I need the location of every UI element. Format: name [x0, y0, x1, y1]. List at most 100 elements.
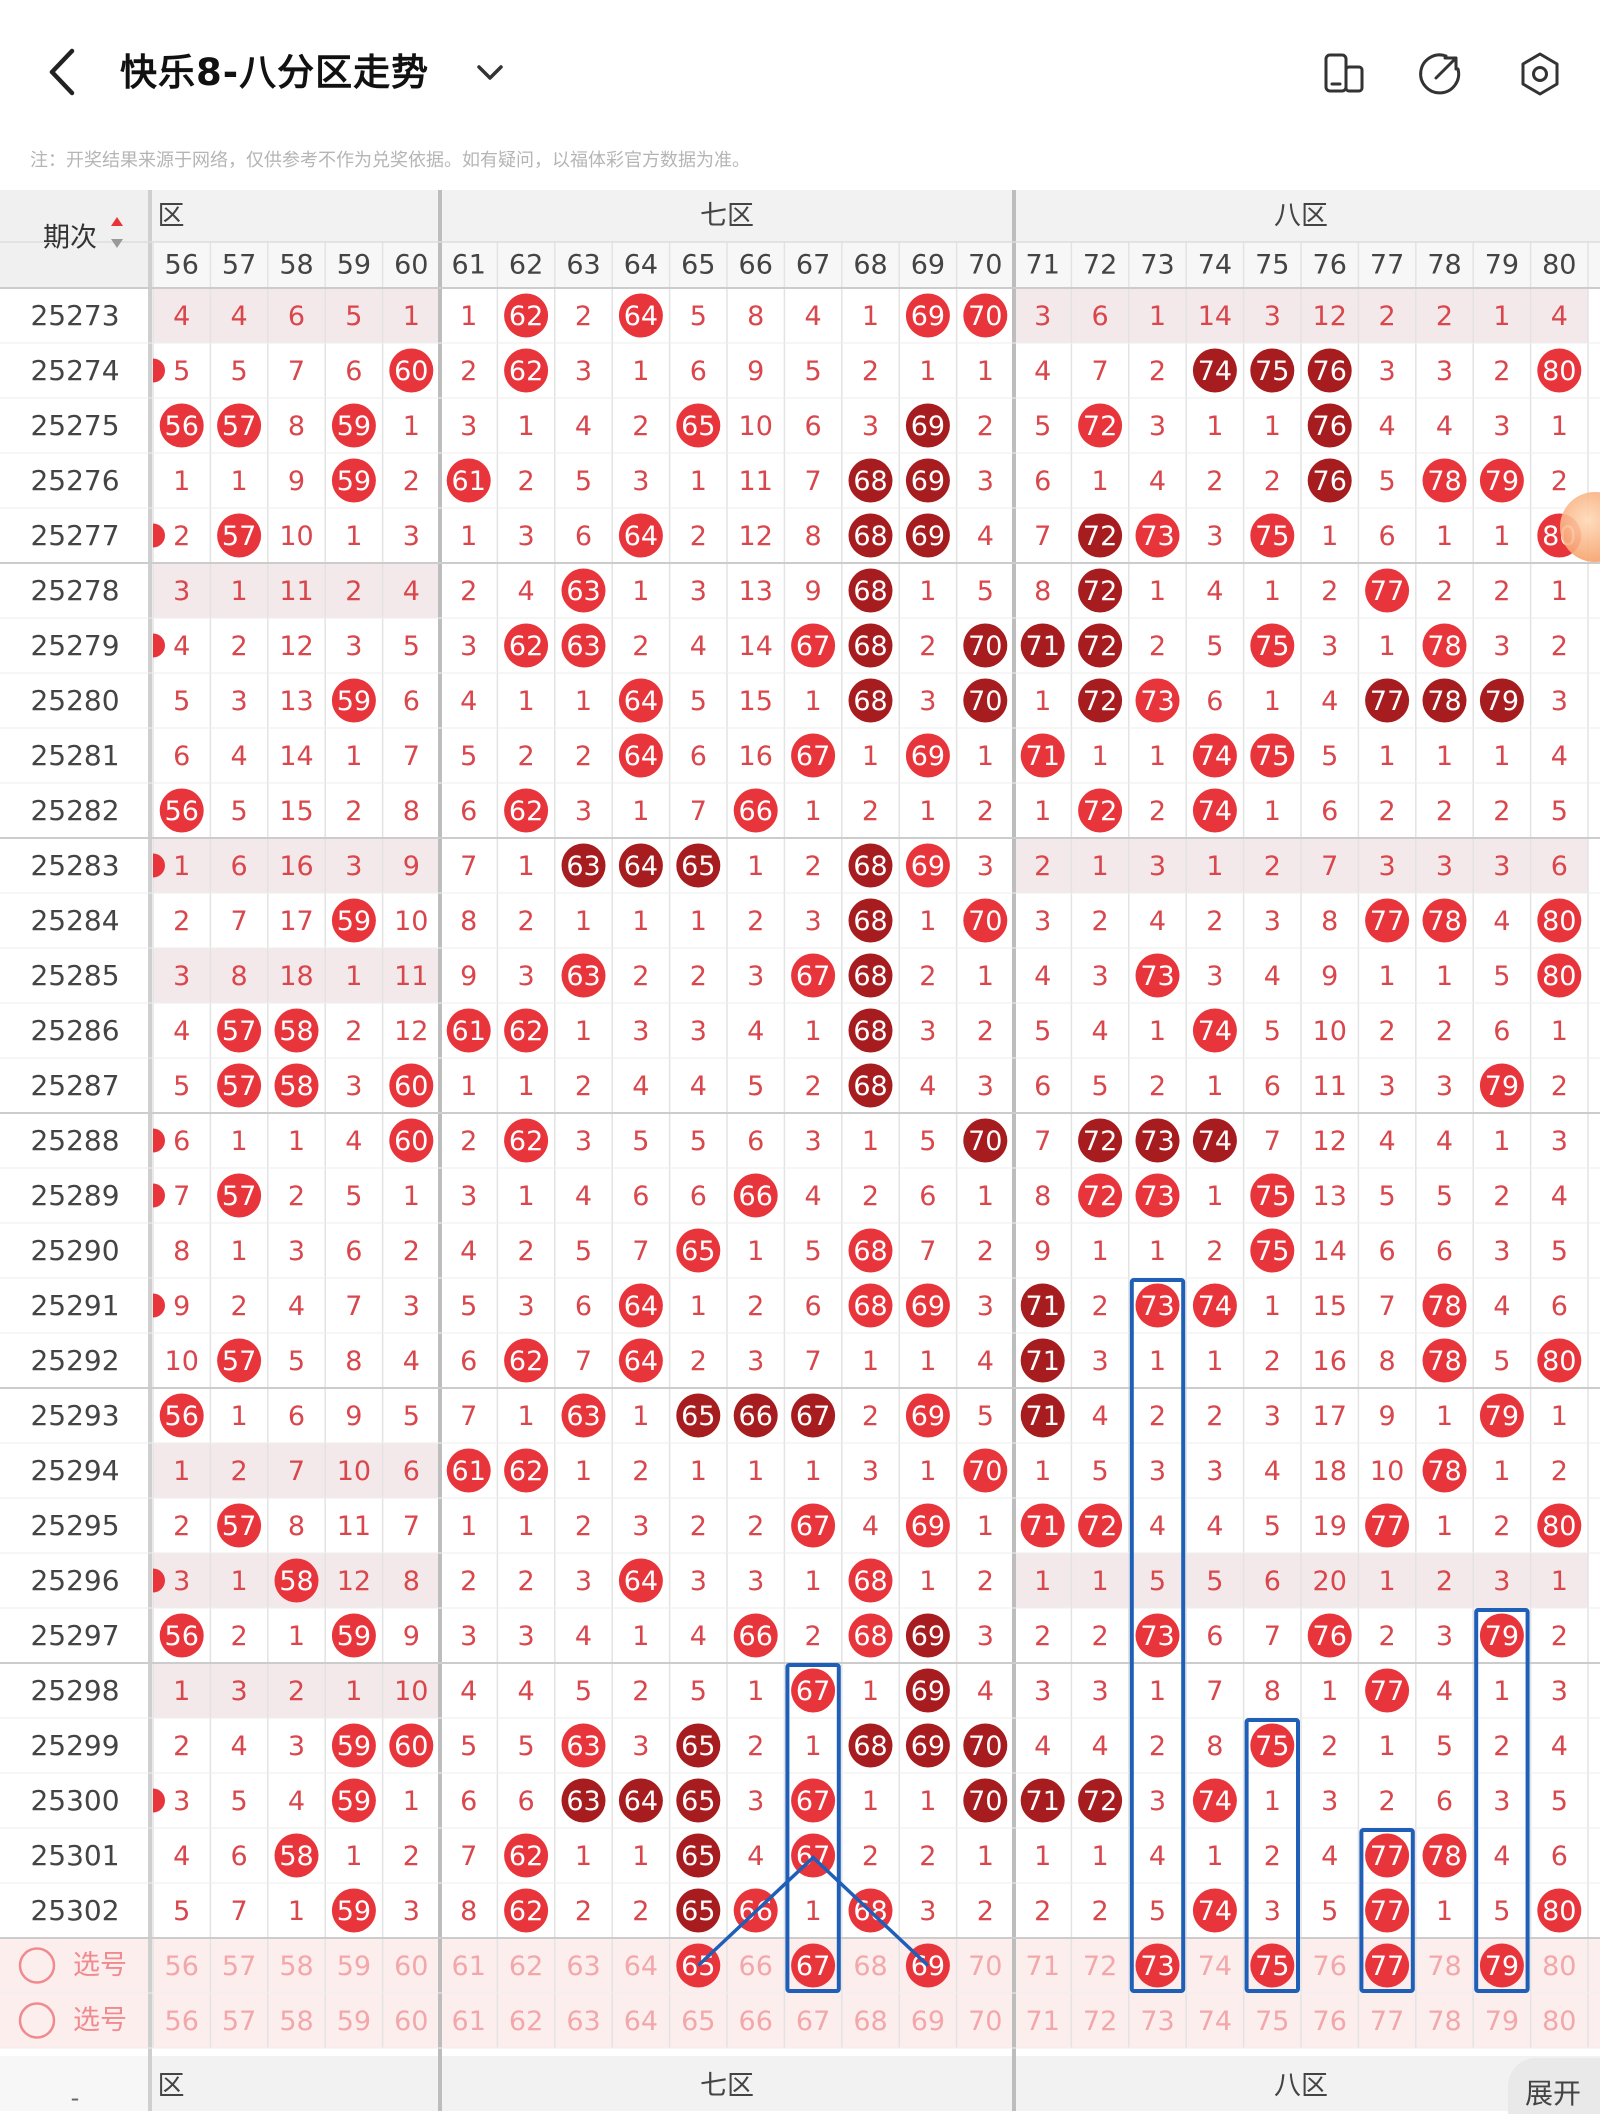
- miss-count: 11: [394, 961, 428, 992]
- drawn-ball: [1307, 348, 1352, 393]
- select-number[interactable]: 74: [1198, 1951, 1232, 1982]
- expand-button[interactable]: [1508, 2058, 1600, 2114]
- miss-count: 1: [1034, 686, 1051, 717]
- miss-count: 1: [460, 1071, 477, 1102]
- select-number[interactable]: 56: [165, 2006, 199, 2037]
- miss-count: 3: [1092, 961, 1109, 992]
- select-number[interactable]: 66: [739, 1951, 773, 1982]
- select-number[interactable]: 64: [624, 2006, 658, 2037]
- select-number[interactable]: 58: [279, 1951, 313, 1982]
- miss-count: 1: [518, 1401, 535, 1432]
- miss-count: 1: [1379, 961, 1396, 992]
- picked-ball[interactable]: [791, 1943, 836, 1988]
- miss-count: 4: [1092, 1016, 1109, 1047]
- select-number[interactable]: 59: [337, 2006, 371, 2037]
- miss-count: 1: [231, 466, 248, 497]
- drawn-ball-number: 57: [222, 1016, 256, 1047]
- select-number[interactable]: 72: [1083, 1951, 1117, 1982]
- settings-button[interactable]: [1516, 50, 1564, 98]
- miss-count: 1: [231, 576, 248, 607]
- select-number[interactable]: 60: [394, 2006, 428, 2037]
- miss-count: 1: [1493, 521, 1510, 552]
- drawn-ball-number: 69: [911, 1731, 945, 1762]
- miss-count: 1: [1149, 741, 1166, 772]
- miss-count: 4: [345, 1126, 362, 1157]
- select-number[interactable]: 78: [1427, 1951, 1461, 1982]
- picked-ball[interactable]: [1479, 1943, 1524, 1988]
- select-number[interactable]: 64: [624, 1951, 658, 1982]
- miss-count: 12: [739, 521, 773, 552]
- select-number[interactable]: 57: [222, 1951, 256, 1982]
- miss-count: 9: [805, 576, 822, 607]
- select-number[interactable]: 63: [566, 2006, 600, 2037]
- select-number[interactable]: 73: [1140, 2006, 1174, 2037]
- sort-updown-icon[interactable]: [111, 217, 123, 248]
- drawn-ball-number: 73: [1140, 1181, 1174, 1212]
- select-number[interactable]: 71: [1026, 2006, 1060, 2037]
- select-number[interactable]: 62: [509, 2006, 543, 2037]
- select-radio[interactable]: [18, 2002, 56, 2039]
- drawn-ball-number: 74: [1198, 1896, 1232, 1927]
- miss-count: 5: [747, 1071, 764, 1102]
- picked-ball[interactable]: [1250, 1943, 1295, 1988]
- select-number[interactable]: 72: [1083, 2006, 1117, 2037]
- select-radio[interactable]: [18, 1947, 56, 1984]
- miss-count: 1: [805, 796, 822, 827]
- back-button[interactable]: [40, 45, 84, 99]
- miss-count: 2: [747, 1291, 764, 1322]
- drawn-ball-number: 68: [853, 686, 887, 717]
- drawn-ball: [1020, 1283, 1065, 1328]
- select-number[interactable]: 74: [1198, 2006, 1232, 2037]
- select-number[interactable]: 61: [452, 1951, 486, 1982]
- drawn-ball: [848, 678, 893, 723]
- select-number[interactable]: 77: [1370, 2006, 1404, 2037]
- drawn-ball-number: 74: [1198, 1786, 1232, 1817]
- miss-count: 8: [1321, 906, 1338, 937]
- miss-count: 6: [690, 741, 707, 772]
- select-number[interactable]: 66: [739, 2006, 773, 2037]
- share-button[interactable]: [1416, 50, 1464, 98]
- select-number[interactable]: 71: [1026, 1951, 1060, 1982]
- miss-count: 5: [977, 576, 994, 607]
- select-number[interactable]: 61: [452, 2006, 486, 2037]
- select-number[interactable]: 70: [968, 1951, 1002, 1982]
- select-number[interactable]: 56: [165, 1951, 199, 1982]
- miss-count: 1: [747, 851, 764, 882]
- select-number[interactable]: 76: [1313, 1951, 1347, 1982]
- picked-ball[interactable]: [1365, 1943, 1410, 1988]
- miss-count: 2: [632, 1456, 649, 1487]
- miss-count: 3: [345, 631, 362, 662]
- drawn-ball: [618, 293, 663, 338]
- drawn-ball: [1422, 678, 1467, 723]
- select-number[interactable]: 76: [1313, 2006, 1347, 2037]
- select-number[interactable]: 78: [1427, 2006, 1461, 2037]
- select-number[interactable]: 59: [337, 1951, 371, 1982]
- select-number[interactable]: 57: [222, 2006, 256, 2037]
- miss-count: 3: [1321, 631, 1338, 662]
- miss-count: 7: [1206, 1676, 1223, 1707]
- drawn-ball-number: 65: [681, 1896, 715, 1927]
- select-number[interactable]: 68: [853, 2006, 887, 2037]
- select-number[interactable]: 69: [911, 2006, 945, 2037]
- drawn-ball: [733, 1613, 778, 1658]
- miss-count: 1: [977, 961, 994, 992]
- select-number[interactable]: 58: [279, 2006, 313, 2037]
- drawn-ball: [963, 678, 1008, 723]
- select-number[interactable]: 75: [1255, 2006, 1289, 2037]
- select-number[interactable]: 62: [509, 1951, 543, 1982]
- miss-count: 3: [1149, 411, 1166, 442]
- select-number[interactable]: 65: [681, 2006, 715, 2037]
- miss-count: 2: [173, 1511, 190, 1542]
- select-number[interactable]: 79: [1485, 2006, 1519, 2037]
- select-number[interactable]: 80: [1542, 1951, 1576, 1982]
- miss-count: 10: [394, 906, 428, 937]
- select-number[interactable]: 67: [796, 2006, 830, 2037]
- title-dropdown-button[interactable]: [474, 56, 506, 88]
- picked-ball[interactable]: [1135, 1943, 1180, 1988]
- select-number[interactable]: 63: [566, 1951, 600, 1982]
- select-number[interactable]: 68: [853, 1951, 887, 1982]
- select-number[interactable]: 60: [394, 1951, 428, 1982]
- select-number[interactable]: 80: [1542, 2006, 1576, 2037]
- select-number[interactable]: 70: [968, 2006, 1002, 2037]
- device-layout-button[interactable]: [1320, 50, 1368, 98]
